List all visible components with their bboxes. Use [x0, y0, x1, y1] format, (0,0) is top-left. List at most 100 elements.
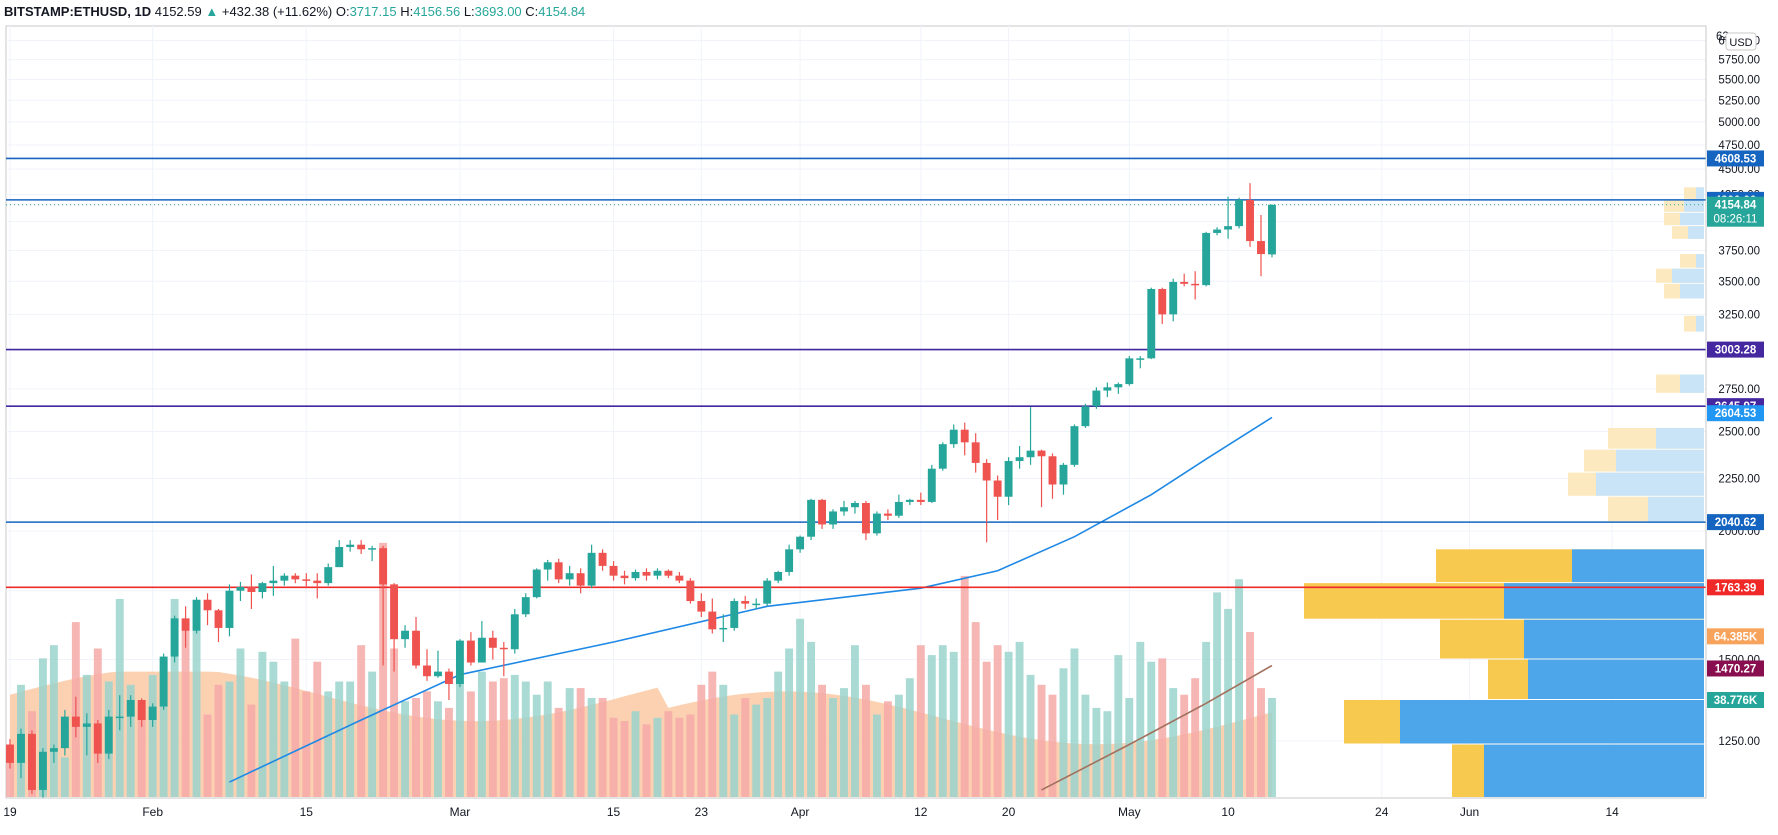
- candle-body[interactable]: [499, 647, 508, 650]
- candle-body[interactable]: [1202, 232, 1211, 286]
- candle-body[interactable]: [949, 429, 958, 445]
- candle-body[interactable]: [247, 586, 256, 592]
- candle-body[interactable]: [1235, 199, 1244, 227]
- time-axis[interactable]: 19 Feb 15 Mar 15 23 Apr 12 20 May 10 24 Jun 14: [3, 797, 1706, 819]
- candle-body[interactable]: [1070, 426, 1079, 465]
- candle-body[interactable]: [872, 513, 881, 534]
- candle-body[interactable]: [982, 462, 991, 481]
- candle-body[interactable]: [587, 552, 596, 586]
- candle-body[interactable]: [236, 586, 245, 591]
- candle-body[interactable]: [346, 544, 355, 548]
- candle-body[interactable]: [565, 573, 574, 580]
- candle-body[interactable]: [455, 640, 464, 685]
- candle-body[interactable]: [1004, 461, 1013, 497]
- candle-body[interactable]: [214, 610, 223, 628]
- candle-body[interactable]: [840, 507, 848, 512]
- candle-body[interactable]: [82, 723, 91, 727]
- candle-body[interactable]: [280, 575, 289, 581]
- candle-body[interactable]: [883, 513, 892, 516]
- candle-body[interactable]: [1136, 358, 1145, 360]
- candle-body[interactable]: [104, 716, 113, 754]
- candle-body[interactable]: [1125, 358, 1134, 385]
- candle-body[interactable]: [1048, 456, 1057, 485]
- candle-body[interactable]: [357, 544, 366, 550]
- candle-body[interactable]: [49, 748, 58, 752]
- candle-body[interactable]: [510, 614, 519, 650]
- candle-body[interactable]: [894, 501, 903, 516]
- candle-body[interactable]: [905, 499, 914, 502]
- candle-body[interactable]: [423, 665, 431, 677]
- candle-body[interactable]: [269, 580, 278, 584]
- candle-body[interactable]: [576, 573, 585, 586]
- candle-body[interactable]: [1246, 199, 1254, 242]
- candles[interactable]: [6, 183, 1276, 798]
- candle-body[interactable]: [960, 429, 969, 443]
- candle-body[interactable]: [1114, 384, 1123, 388]
- candle-body[interactable]: [390, 584, 399, 640]
- legend-symbol[interactable]: BITSTAMP:ETHUSD, 1D: [4, 4, 152, 19]
- candle-body[interactable]: [93, 723, 102, 754]
- candle-body[interactable]: [1037, 450, 1046, 457]
- candle-body[interactable]: [741, 601, 750, 604]
- candle-body[interactable]: [192, 599, 201, 631]
- candle-body[interactable]: [807, 499, 816, 537]
- candle-body[interactable]: [203, 599, 212, 611]
- candle-body[interactable]: [412, 630, 420, 666]
- candle-body[interactable]: [148, 706, 157, 720]
- candle-body[interactable]: [774, 571, 783, 581]
- candle-body[interactable]: [225, 590, 234, 628]
- candle-body[interactable]: [609, 565, 618, 576]
- candle-body[interactable]: [1224, 226, 1233, 230]
- candle-body[interactable]: [1268, 204, 1276, 255]
- candle-body[interactable]: [916, 499, 925, 502]
- candle-body[interactable]: [1059, 464, 1068, 485]
- candle-body[interactable]: [324, 567, 333, 584]
- candle-body[interactable]: [1158, 288, 1167, 315]
- candle-body[interactable]: [1169, 281, 1178, 315]
- candle-body[interactable]: [17, 733, 25, 763]
- candle-body[interactable]: [532, 569, 541, 598]
- candle-body[interactable]: [796, 536, 805, 550]
- candle-body[interactable]: [1026, 450, 1035, 458]
- candle-body[interactable]: [730, 601, 739, 628]
- candle-body[interactable]: [159, 656, 168, 707]
- candle-body[interactable]: [181, 618, 190, 631]
- candle-body[interactable]: [851, 502, 859, 508]
- candle-body[interactable]: [170, 618, 179, 657]
- candle-body[interactable]: [938, 444, 947, 469]
- candle-body[interactable]: [1092, 390, 1101, 407]
- candle-body[interactable]: [258, 583, 267, 592]
- candle-body[interactable]: [686, 580, 695, 602]
- candle-body[interactable]: [27, 733, 36, 790]
- candle-body[interactable]: [368, 548, 377, 550]
- currency-badge[interactable]: USD: [1725, 32, 1757, 51]
- candle-body[interactable]: [444, 671, 453, 685]
- candle-body[interactable]: [752, 603, 761, 606]
- candle-body[interactable]: [1213, 229, 1222, 233]
- candle-body[interactable]: [664, 570, 673, 576]
- candle-body[interactable]: [818, 499, 827, 525]
- candle-body[interactable]: [1191, 283, 1200, 286]
- candle-body[interactable]: [1015, 457, 1024, 462]
- candle-body[interactable]: [554, 562, 563, 580]
- candle-body[interactable]: [38, 751, 47, 790]
- candle-body[interactable]: [6, 744, 14, 763]
- candle-body[interactable]: [71, 716, 80, 727]
- candle-body[interactable]: [708, 611, 717, 630]
- candle-body[interactable]: [313, 580, 322, 584]
- candle-body[interactable]: [763, 580, 772, 604]
- candle-body[interactable]: [971, 442, 980, 463]
- candle-body[interactable]: [477, 637, 486, 663]
- candle-body[interactable]: [60, 716, 69, 749]
- candle-body[interactable]: [1081, 406, 1090, 427]
- candle-body[interactable]: [1103, 387, 1112, 391]
- candle-body[interactable]: [115, 716, 124, 719]
- candle-body[interactable]: [543, 562, 552, 570]
- candle-body[interactable]: [993, 480, 1002, 497]
- candle-body[interactable]: [829, 511, 837, 525]
- candle-body[interactable]: [291, 575, 300, 580]
- candle-body[interactable]: [379, 548, 388, 585]
- candle-body[interactable]: [927, 468, 936, 502]
- candle-body[interactable]: [785, 549, 794, 572]
